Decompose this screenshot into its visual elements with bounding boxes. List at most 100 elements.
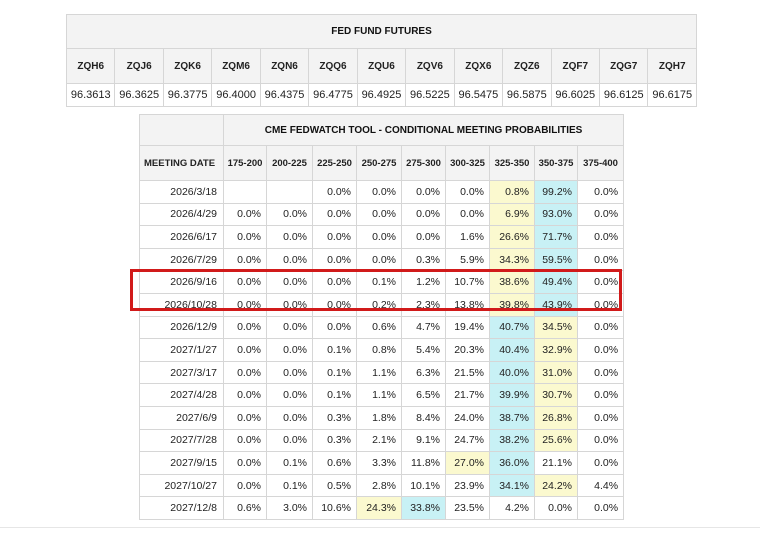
probability-cell: 0.0% bbox=[576, 496, 625, 520]
probability-cell: 1.1% bbox=[356, 360, 402, 385]
probability-cell: 1.6% bbox=[445, 225, 490, 249]
probability-cell: 26.8% bbox=[534, 405, 578, 430]
meeting-row: 2026/6/17 0.0% 0.0% 0.0% 0.0% 0.0% 1.6% 26.6% 71… bbox=[139, 225, 625, 249]
meeting-date-cell: 2027/3/17 bbox=[139, 360, 224, 385]
probability-cell: 21.1% bbox=[534, 451, 578, 475]
rate-range-header: 350-375 bbox=[534, 145, 578, 181]
meeting-row: 2027/6/9 0.0% 0.0% 0.3% 1.8% 8.4% 24.0% 38.7% 26… bbox=[139, 405, 625, 430]
futures-title: FED FUND FUTURES bbox=[66, 14, 697, 49]
probability-cell: 24.0% bbox=[445, 405, 490, 430]
probability-cell: 0.0% bbox=[356, 247, 402, 272]
futures-price-cell: 96.6025 bbox=[550, 83, 600, 107]
probability-cell: 38.7% bbox=[489, 405, 535, 430]
futures-price-cell: 96.6125 bbox=[598, 83, 649, 107]
meeting-date-cell: 2027/1/27 bbox=[139, 338, 224, 362]
highlight-box bbox=[130, 269, 622, 311]
meeting-date-cell: 2026/12/9 bbox=[139, 315, 224, 340]
futures-price-cell: 96.4375 bbox=[259, 83, 310, 107]
probability-cell: 11.8% bbox=[401, 451, 446, 475]
meeting-row: 2026/12/9 0.0% 0.0% 0.0% 0.6% 4.7% 19.4% 40.7% 3… bbox=[139, 315, 625, 340]
probability-cell: 0.0% bbox=[445, 202, 490, 227]
meeting-row: 2026/4/29 0.0% 0.0% 0.0% 0.0% 0.0% 0.0% 6.9% 93.… bbox=[139, 202, 625, 227]
probability-cell: 10.6% bbox=[312, 496, 357, 520]
probability-cell: 0.3% bbox=[401, 247, 446, 272]
meeting-date-cell: 2027/7/28 bbox=[139, 428, 224, 453]
probability-cell: 34.1% bbox=[489, 473, 535, 498]
probability-cell: 0.0% bbox=[223, 315, 267, 340]
probability-cell bbox=[223, 180, 267, 204]
probability-cell: 0.1% bbox=[312, 383, 357, 407]
probability-cell: 33.8% bbox=[401, 496, 446, 520]
probability-cell: 24.7% bbox=[445, 428, 490, 453]
rate-range-header: 275-300 bbox=[401, 145, 446, 181]
futures-contract-header: ZQH7 bbox=[647, 48, 697, 84]
probability-cell: 30.7% bbox=[534, 383, 578, 407]
probability-cell: 0.0% bbox=[223, 383, 267, 407]
probability-cell: 24.2% bbox=[534, 473, 578, 498]
probability-cell: 0.0% bbox=[576, 247, 625, 272]
meeting-row: 2027/3/17 0.0% 0.0% 0.1% 1.1% 6.3% 21.5% 40.0% 3… bbox=[139, 360, 625, 385]
probability-cell: 0.6% bbox=[223, 496, 267, 520]
futures-contract-header: ZQM6 bbox=[211, 48, 261, 84]
probability-cell: 0.8% bbox=[356, 338, 402, 362]
futures-contract-header: ZQF7 bbox=[550, 48, 600, 84]
fed-fund-futures-panel: FED FUND FUTURES ZQH6 ZQJ6 ZQK6 ZQM6 ZQN6 ZQQ… bbox=[65, 14, 697, 107]
probability-cell: 0.3% bbox=[312, 428, 357, 453]
probability-cell: 0.0% bbox=[401, 225, 446, 249]
probability-cell: 38.6% bbox=[489, 270, 535, 294]
probability-cell: 36.0% bbox=[489, 451, 535, 475]
probability-cell: 8.4% bbox=[401, 405, 446, 430]
cme-fedwatch-panel: CME FEDWATCH TOOL - CONDITIONAL MEETING … bbox=[139, 114, 625, 520]
probability-cell: 26.6% bbox=[489, 225, 535, 249]
probability-cell: 0.0% bbox=[223, 428, 267, 453]
futures-price-cell: 96.4925 bbox=[356, 83, 407, 107]
probability-cell: 3.3% bbox=[356, 451, 402, 475]
probability-cell: 0.0% bbox=[534, 496, 578, 520]
probability-cell: 6.5% bbox=[401, 383, 446, 407]
futures-contract-header: ZQG7 bbox=[598, 48, 649, 84]
rate-range-header: 200-225 bbox=[266, 145, 313, 181]
cme-title: CME FEDWATCH TOOL - CONDITIONAL MEETING … bbox=[222, 114, 625, 146]
rate-range-header: 375-400 bbox=[576, 145, 625, 181]
meeting-row: 2026/7/29 0.0% 0.0% 0.0% 0.0% 0.3% 5.9% 34.3% 59… bbox=[139, 247, 625, 272]
probability-cell: 19.4% bbox=[445, 315, 490, 340]
meeting-date-cell: 2026/6/17 bbox=[139, 225, 224, 249]
cme-title-blank bbox=[139, 114, 224, 146]
probability-cell: 4.4% bbox=[576, 473, 625, 498]
probability-cell: 0.0% bbox=[576, 405, 625, 430]
meeting-row: 2027/4/28 0.0% 0.0% 0.1% 1.1% 6.5% 21.7% 39.9% 3… bbox=[139, 383, 625, 407]
probability-cell: 10.1% bbox=[401, 473, 446, 498]
probability-cell: 40.7% bbox=[489, 315, 535, 340]
probability-cell: 0.0% bbox=[266, 405, 313, 430]
probability-cell bbox=[266, 180, 313, 204]
meeting-row: 2026/3/18 0.0% 0.0% 0.0% 0.0% 0.8% 99.2% 0.0% bbox=[139, 180, 625, 204]
probability-cell: 5.4% bbox=[401, 338, 446, 362]
probability-cell: 1.8% bbox=[356, 405, 402, 430]
probability-cell: 31.0% bbox=[534, 360, 578, 385]
probability-cell: 34.5% bbox=[534, 315, 578, 340]
probability-cell: 0.0% bbox=[576, 225, 625, 249]
meeting-date-cell: 2027/12/8 bbox=[139, 496, 224, 520]
probability-cell: 0.0% bbox=[445, 180, 490, 204]
futures-header-row: ZQH6 ZQJ6 ZQK6 ZQM6 ZQN6 ZQQ6 ZQU6 ZQV6 ZQX6 ZQZ6… bbox=[65, 48, 697, 84]
fed-fund-futures-table: FED FUND FUTURES ZQH6 ZQJ6 ZQK6 ZQM6 ZQN6 ZQQ… bbox=[65, 14, 697, 107]
futures-price-cell: 96.3775 bbox=[162, 83, 213, 107]
probability-cell: 2.1% bbox=[356, 428, 402, 453]
probability-cell: 0.1% bbox=[312, 338, 357, 362]
futures-contract-header: ZQK6 bbox=[162, 48, 213, 84]
meeting-row: 2026/9/16 0.0% 0.0% 0.0% 0.1% 1.2% 10.7% 38.6% 4… bbox=[139, 270, 625, 294]
probability-cell: 0.0% bbox=[223, 338, 267, 362]
probability-cell: 32.9% bbox=[534, 338, 578, 362]
probability-cell: 0.0% bbox=[356, 225, 402, 249]
futures-contract-header: ZQH6 bbox=[65, 48, 116, 84]
meeting-date-cell: 2026/7/29 bbox=[139, 247, 224, 272]
meeting-date-cell: 2027/10/27 bbox=[139, 473, 224, 498]
probability-cell: 3.0% bbox=[266, 496, 313, 520]
meeting-row: 2027/9/15 0.0% 0.1% 0.6% 3.3% 11.8% 27.0% 36.0%… bbox=[139, 451, 625, 475]
meeting-date-cell: 2027/9/15 bbox=[139, 451, 224, 475]
probability-cell: 59.5% bbox=[534, 247, 578, 272]
probability-cell: 0.0% bbox=[223, 473, 267, 498]
probability-cell: 24.3% bbox=[356, 496, 402, 520]
probability-cell: 23.5% bbox=[445, 496, 490, 520]
probability-cell: 0.0% bbox=[312, 202, 357, 227]
